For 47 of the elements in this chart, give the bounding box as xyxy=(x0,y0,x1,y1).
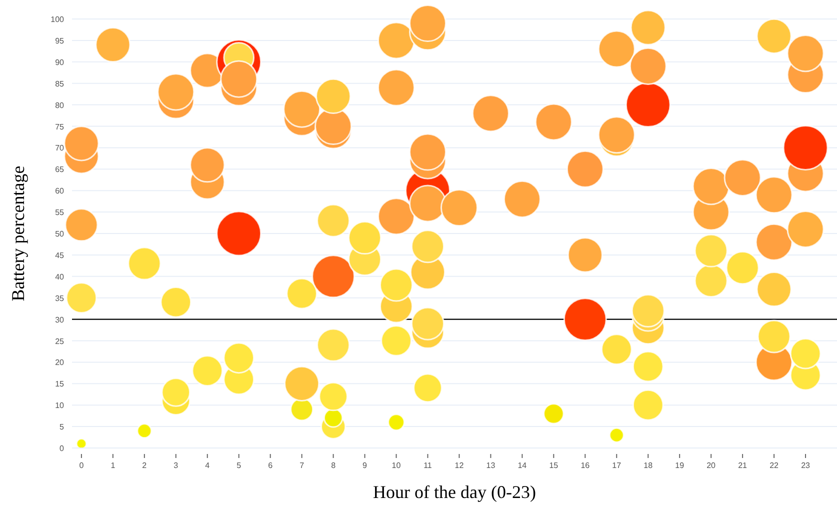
x-tick-label: 0 xyxy=(79,461,84,470)
x-tick-label: 1 xyxy=(110,461,116,470)
y-tick-label: 20 xyxy=(55,358,65,368)
x-tick-label: 17 xyxy=(612,461,622,470)
y-tick-label: 95 xyxy=(55,36,65,46)
x-tick-label: 19 xyxy=(675,461,685,470)
x-tick-label: 20 xyxy=(706,461,716,470)
y-tick-label: 55 xyxy=(55,208,65,218)
x-tick-label: 3 xyxy=(174,461,179,470)
y-tick-label: 10 xyxy=(55,401,65,410)
y-axis-title: Battery percentage xyxy=(8,166,28,302)
y-tick-label: 50 xyxy=(55,230,65,238)
x-tick-label: 16 xyxy=(580,461,590,470)
x-tick-label: 22 xyxy=(770,461,780,470)
y-tick-label: 80 xyxy=(55,100,65,110)
y-tick-label: 65 xyxy=(55,165,65,174)
y-tick-label: 35 xyxy=(55,294,65,303)
y-tick-label: 85 xyxy=(55,79,65,88)
x-tick-label: 11 xyxy=(424,461,432,470)
y-tick-label: 90 xyxy=(55,58,65,67)
y-tick-label: 25 xyxy=(55,336,65,346)
x-tick-label: 21 xyxy=(738,461,748,470)
x-tick-label: 5 xyxy=(236,461,242,470)
y-tick-label: 100 xyxy=(50,15,65,24)
x-axis-title: Hour of the day (0-23) xyxy=(373,482,536,502)
y-tick-label: 45 xyxy=(55,250,65,260)
y-tick-label: 75 xyxy=(55,122,65,132)
x-tick-label: 23 xyxy=(801,461,811,470)
y-tick-label: 70 xyxy=(55,144,65,153)
y-tick-label: 0 xyxy=(60,444,65,453)
x-tick-label: 13 xyxy=(486,461,496,470)
x-tick-label: 8 xyxy=(331,461,336,470)
y-tick-label: 15 xyxy=(55,380,65,389)
y-tick-label: 60 xyxy=(55,186,65,196)
x-tick-label: 7 xyxy=(300,461,305,470)
x-tick-label: 2 xyxy=(142,461,148,470)
x-tick-label: 12 xyxy=(454,461,464,470)
x-tick-label: 18 xyxy=(644,461,654,470)
x-tick-label: 14 xyxy=(518,461,528,470)
x-tick-label: 15 xyxy=(549,461,559,470)
x-tick-label: 10 xyxy=(392,461,402,470)
y-tick-label: 30 xyxy=(55,315,65,324)
x-tick-label: 9 xyxy=(362,461,368,470)
y-tick-label: 5 xyxy=(60,422,65,432)
x-tick-label: 6 xyxy=(268,461,274,470)
y-tick-label: 40 xyxy=(55,272,65,282)
x-tick-label: 4 xyxy=(205,461,210,470)
